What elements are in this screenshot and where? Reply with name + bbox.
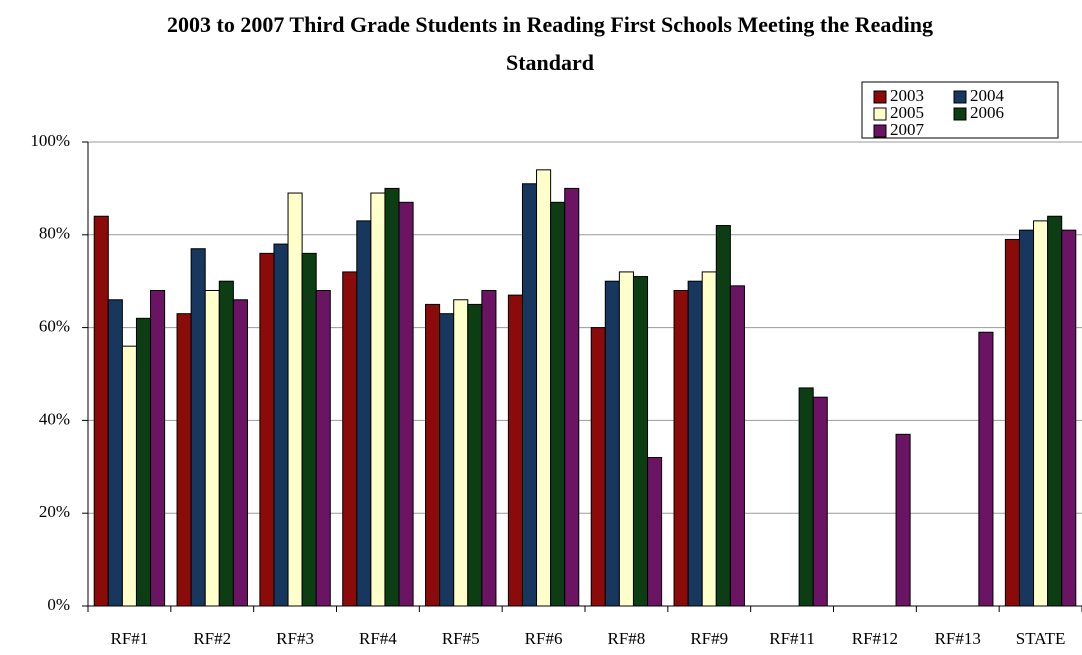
bar (729, 285, 745, 607)
legend-swatch (873, 107, 887, 121)
bar (812, 396, 828, 607)
y-tick-label: 0% (47, 595, 70, 614)
x-tick-label: RF#8 (608, 629, 646, 648)
legend-swatch (953, 107, 967, 121)
bar (425, 303, 441, 607)
bar (647, 457, 663, 607)
bar (121, 345, 137, 607)
bar (301, 252, 317, 607)
y-tick-label: 20% (39, 502, 70, 521)
legend-label: 2004 (970, 86, 1005, 105)
x-tick-label: RF#11 (769, 629, 815, 648)
bar (315, 289, 331, 607)
legend-swatch (873, 90, 887, 104)
bar (93, 215, 109, 607)
x-tick-label: STATE (1016, 629, 1066, 648)
y-tick-label: 40% (39, 409, 70, 428)
bar (521, 183, 538, 607)
bar (590, 327, 606, 607)
bar (798, 387, 814, 607)
bar (895, 433, 911, 607)
bar (439, 313, 455, 607)
bar (398, 201, 414, 607)
y-tick-label: 80% (39, 224, 70, 243)
bar (135, 317, 152, 607)
x-tick-label: RF#5 (442, 629, 480, 648)
bar (342, 271, 358, 607)
bar (384, 187, 400, 607)
bar (190, 248, 206, 607)
x-tick-label: RF#13 (935, 629, 981, 648)
bar (507, 294, 523, 607)
bar (273, 243, 289, 607)
legend-swatch (873, 124, 887, 138)
bar (632, 276, 649, 607)
bar (618, 271, 634, 607)
bar (370, 192, 386, 607)
y-tick-label: 100% (30, 131, 70, 150)
bar (218, 280, 234, 607)
bar (687, 280, 703, 607)
bar (715, 225, 731, 607)
bar (536, 169, 552, 607)
bar (673, 289, 689, 607)
bar (453, 299, 469, 607)
bar (1061, 229, 1077, 607)
bar (356, 220, 372, 607)
bar (107, 299, 123, 607)
bar (1018, 229, 1035, 607)
bar (259, 252, 275, 607)
bar (176, 313, 192, 607)
legend-label: 2006 (970, 103, 1004, 122)
bar (701, 271, 717, 607)
bar (204, 289, 220, 607)
y-tick-label: 60% (39, 317, 70, 336)
x-tick-label: RF#12 (852, 629, 898, 648)
x-tick-label: RF#3 (276, 629, 314, 648)
bar (150, 289, 166, 607)
legend-label: 2007 (890, 120, 925, 139)
x-tick-label: RF#1 (111, 629, 149, 648)
x-tick-label: RF#6 (525, 629, 563, 648)
bar (287, 192, 303, 607)
legend-label: 2003 (890, 86, 924, 105)
bar (604, 280, 620, 607)
bar (978, 331, 994, 607)
x-tick-label: RF#2 (193, 629, 231, 648)
bar (1033, 220, 1049, 607)
legend-swatch (953, 90, 967, 104)
bar (1004, 238, 1020, 607)
legend-label: 2005 (890, 103, 924, 122)
x-tick-label: RF#4 (359, 629, 397, 648)
bar (564, 187, 580, 607)
bar (481, 289, 497, 607)
chart-title: 2003 to 2007 Third Grade Students in Rea… (167, 12, 933, 75)
bar (467, 303, 483, 607)
bar (232, 299, 248, 607)
bar (550, 201, 566, 607)
bar (1047, 215, 1063, 607)
x-tick-label: RF#9 (690, 629, 728, 648)
